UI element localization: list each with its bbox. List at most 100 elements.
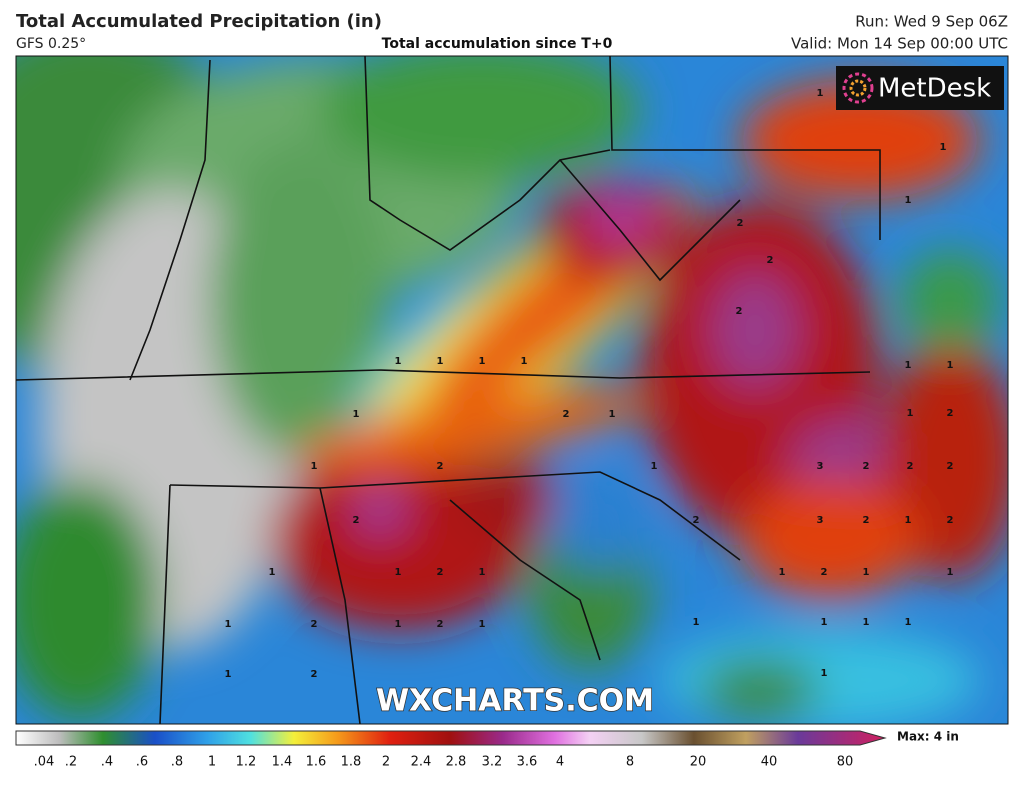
valid-time: Valid: Mon 14 Sep 00:00 UTC [791, 35, 1008, 53]
map-label: 2 [947, 515, 954, 526]
map-label: 1 [947, 360, 954, 371]
colorbar-label: 8 [626, 755, 634, 770]
map-label: 1 [947, 567, 954, 578]
colorbar-label: 1.6 [306, 755, 327, 770]
colorbar-labels: .04 .2 .4 .6 .8 1 1.2 1.4 1.6 1.8 2 2.4 2.8 3.2 3.6 4 8 2… [34, 755, 854, 770]
border [129, 59, 211, 381]
border [319, 487, 361, 724]
map-label: 1 [693, 617, 700, 628]
colorbar-label: .6 [136, 755, 148, 770]
field [320, 56, 640, 180]
colorbar [15, 730, 887, 746]
map-label: 1 [863, 567, 870, 578]
model: GFS 0.25° [16, 36, 86, 52]
map-label: 1 [269, 567, 276, 578]
colorbar-label: 2 [382, 755, 390, 770]
map-label: 2 [947, 408, 954, 419]
colorbar-label: 1.2 [236, 755, 257, 770]
border [159, 484, 171, 724]
colorbar-label: 3.2 [482, 755, 503, 770]
map-label: 1 [521, 356, 528, 367]
map-label: 1 [225, 619, 232, 630]
colorbar-label: 1.8 [341, 755, 362, 770]
map-label: 1 [225, 669, 232, 680]
map-label: 2 [767, 255, 774, 266]
map-label: 2 [437, 567, 444, 578]
map-label: 1 [651, 461, 658, 472]
map-label: 2 [693, 515, 700, 526]
border [16, 369, 871, 381]
map-label: 2 [311, 669, 318, 680]
colorbar-label: 1 [208, 755, 216, 770]
field [210, 140, 390, 460]
map-label: 1 [395, 567, 402, 578]
colorbar-label: .04 [34, 755, 55, 770]
map-label: 1 [437, 356, 444, 367]
precip-field [16, 56, 1008, 724]
border [449, 499, 601, 661]
map-label: 2 [821, 567, 828, 578]
colorbar-label: 2.4 [411, 755, 432, 770]
colorbar-label: 40 [761, 755, 778, 770]
map-label: 3 [817, 461, 824, 472]
colorbar-label: 2.8 [446, 755, 467, 770]
map-label: 1 [863, 617, 870, 628]
map-label: 1 [479, 567, 486, 578]
map-label: 1 [479, 619, 486, 630]
logo-box [836, 66, 1004, 110]
map-label: 1 [905, 360, 912, 371]
border [169, 471, 741, 561]
map-label: 1 [907, 408, 914, 419]
map-label: 1 [940, 142, 947, 153]
max-label: Max: 4 in [897, 730, 959, 744]
map-label: 1 [821, 617, 828, 628]
colorbar-label: 1.4 [272, 755, 293, 770]
field [292, 386, 648, 474]
colorbar-label: .8 [171, 755, 183, 770]
colorbar-label: .2 [65, 755, 77, 770]
field [790, 420, 890, 500]
colorbar-label: .4 [101, 755, 113, 770]
map: 1 1 1 2 2 2 1 1 1 2 2 2 3 2 1 2 2 3 1 2 1 1 1 1 1 1 1 2 1 2 2 1 1 1 1 2 1 1 1 1… [16, 56, 1008, 724]
logo-text: MetDesk [878, 74, 991, 104]
map-frame [15, 55, 1009, 725]
field [900, 250, 1000, 350]
map-label: 3 [817, 515, 824, 526]
map-label: 2 [437, 461, 444, 472]
map-label: 2 [737, 218, 744, 229]
colorbar-label: 80 [837, 755, 854, 770]
border [559, 159, 741, 282]
map-label: 2 [353, 515, 360, 526]
watermark: WXCHARTS.COM [376, 684, 654, 719]
field [700, 660, 820, 720]
map-label: 1 [821, 668, 828, 679]
title: Total Accumulated Precipitation (in) [16, 11, 382, 32]
map-label: 2 [863, 461, 870, 472]
map-label: 1 [779, 567, 786, 578]
colorbar-label: 20 [690, 755, 707, 770]
map-label: 2 [863, 515, 870, 526]
map-label: 2 [907, 461, 914, 472]
field [16, 480, 160, 720]
map-label: 2 [947, 461, 954, 472]
map-label: 1 [609, 409, 616, 420]
map-label: 1 [905, 195, 912, 206]
field [590, 198, 650, 242]
map-label: 1 [817, 88, 824, 99]
logo-ring [842, 72, 874, 104]
field [355, 485, 405, 535]
map-label: 2 [311, 619, 318, 630]
map-label: 1 [479, 356, 486, 367]
colorbar-label: 3.6 [517, 755, 538, 770]
state-borders [16, 56, 881, 724]
map-label: 1 [311, 461, 318, 472]
map-label: 2 [563, 409, 570, 420]
logo-icon [842, 72, 874, 104]
map-label: 1 [905, 515, 912, 526]
map-label: 2 [437, 619, 444, 630]
map-label: 1 [905, 617, 912, 628]
map-label: 2 [736, 306, 743, 317]
field [550, 470, 650, 570]
map-label: 1 [353, 409, 360, 420]
